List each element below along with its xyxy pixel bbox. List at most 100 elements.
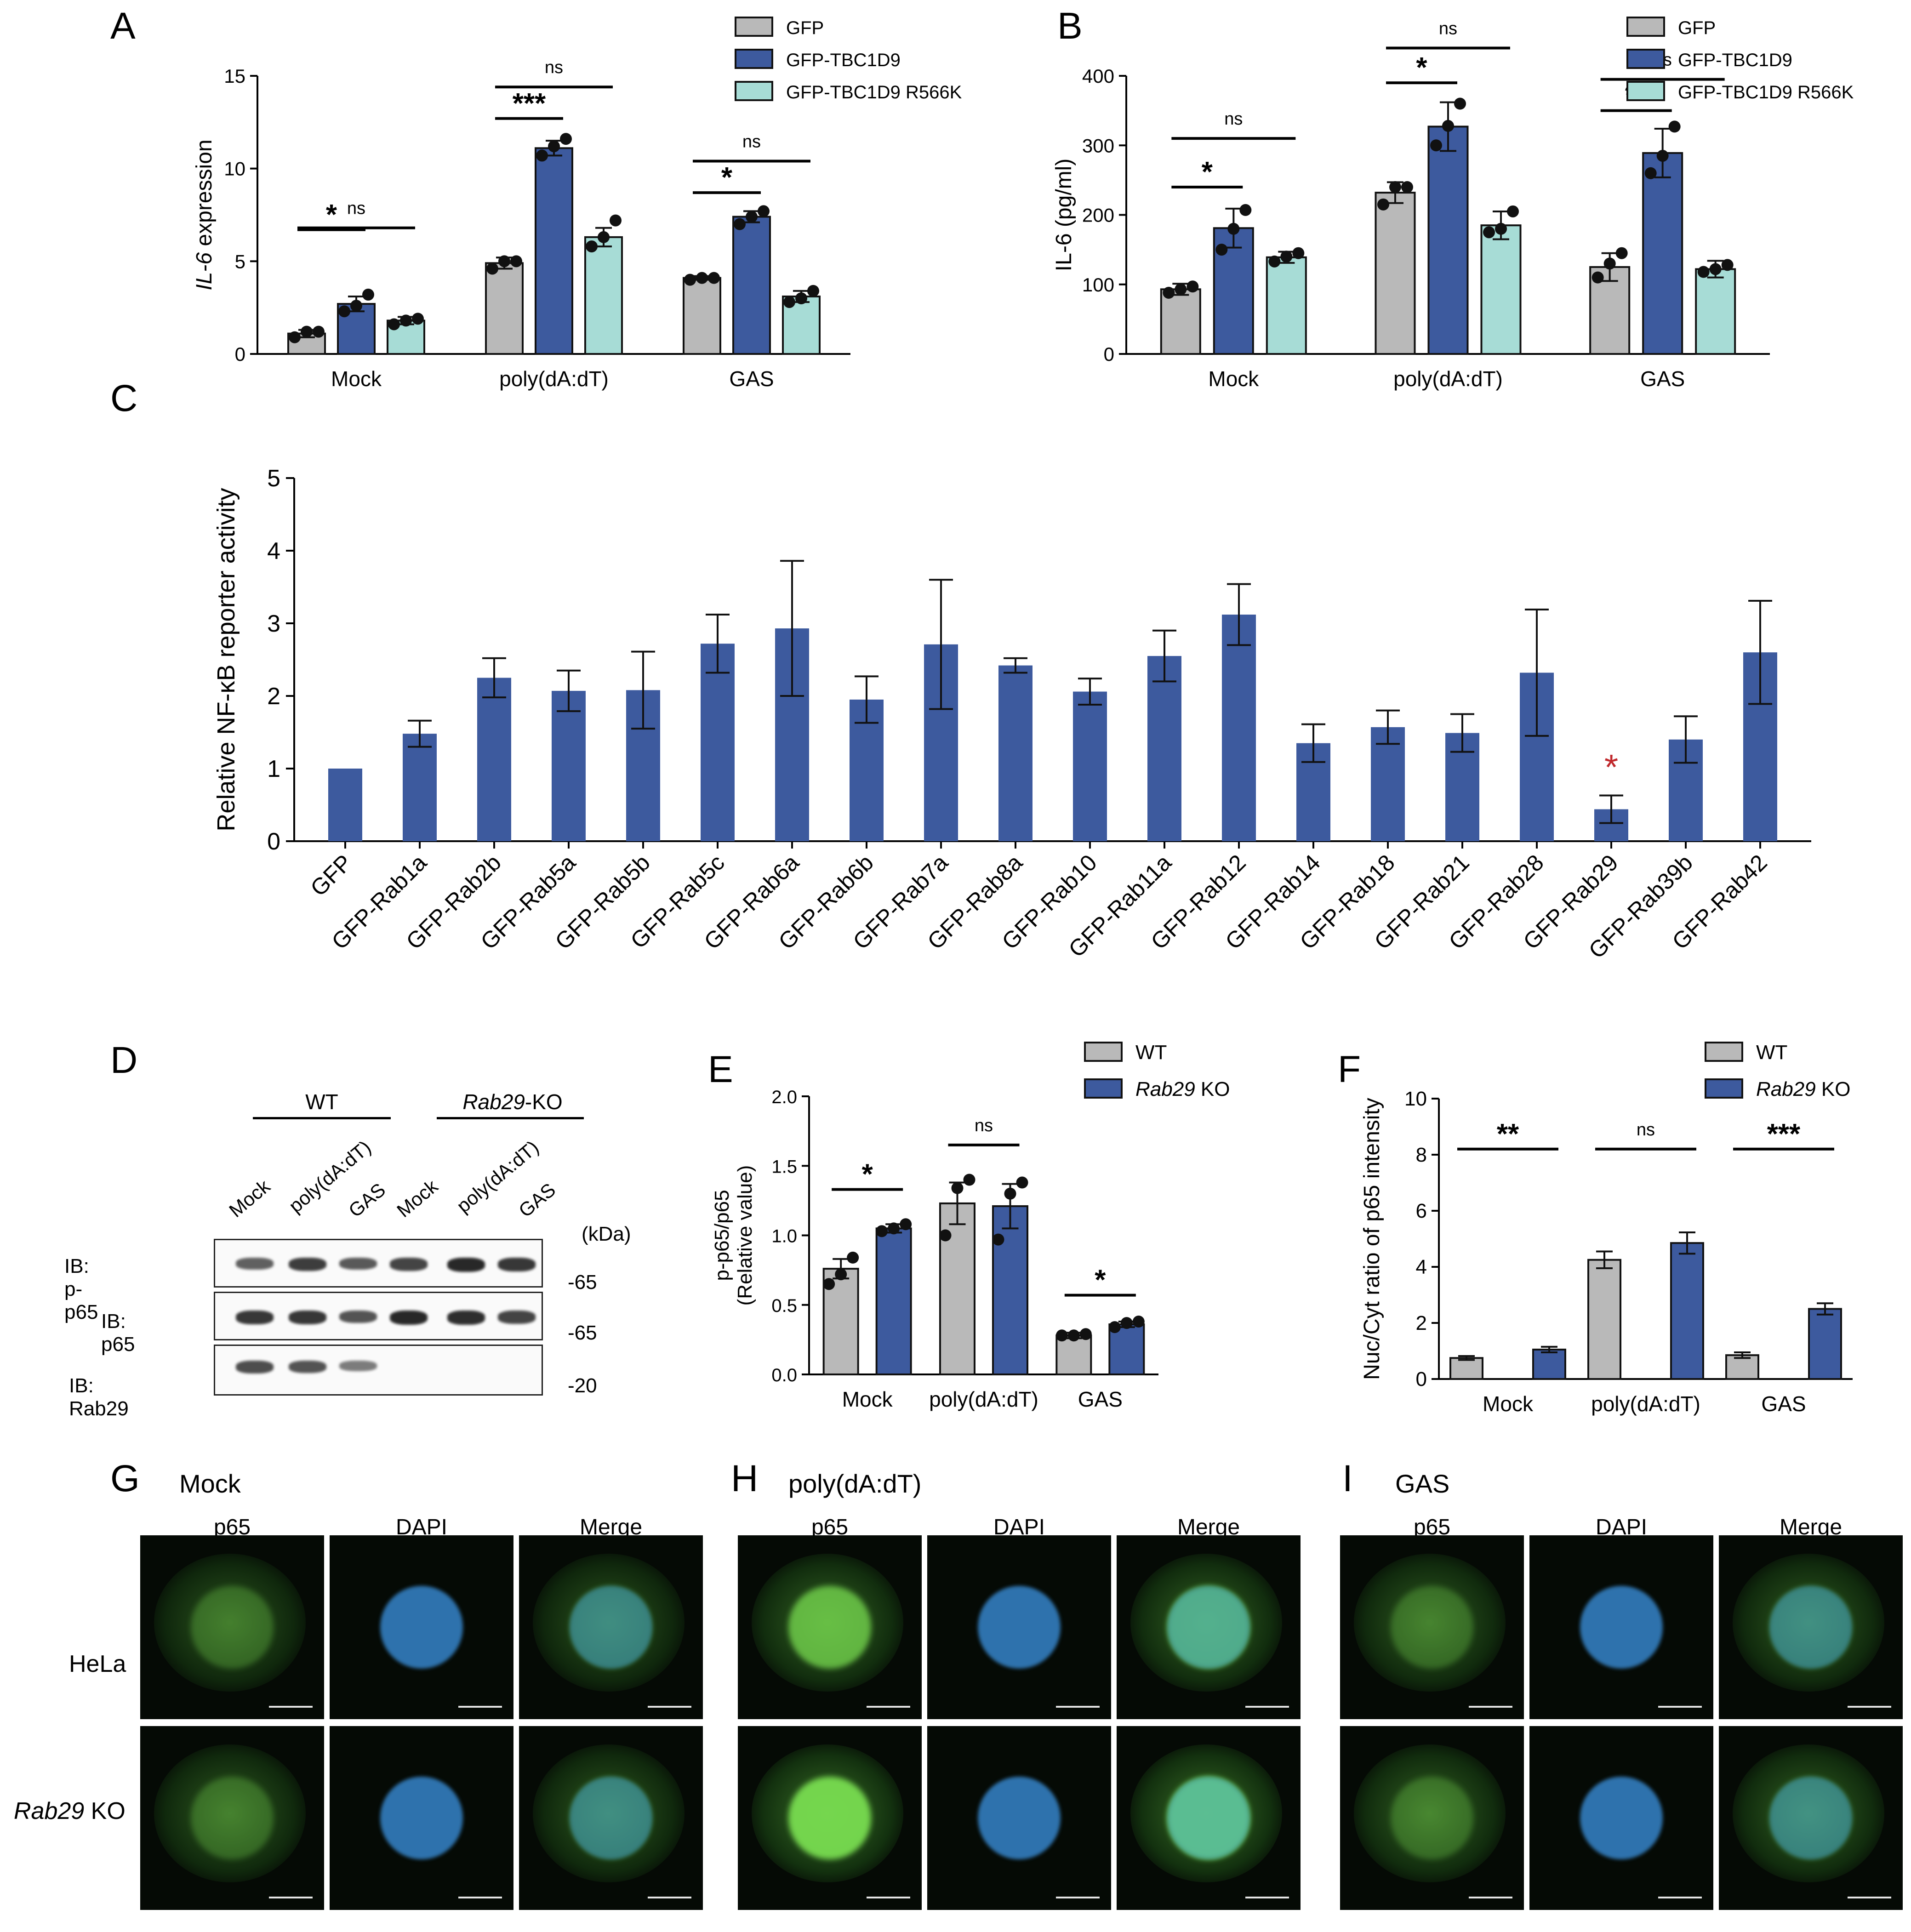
scale-bar bbox=[1245, 1706, 1289, 1708]
nucleus-green bbox=[1769, 1777, 1852, 1859]
bar bbox=[1371, 727, 1405, 841]
legend-label: GFP-TBC1D9 bbox=[786, 50, 901, 70]
cell-shape bbox=[533, 1554, 685, 1692]
x-tick-label: GAS bbox=[1640, 367, 1685, 391]
bar bbox=[1073, 691, 1107, 841]
scale-bar bbox=[867, 1706, 910, 1708]
y-tick-label: 2 bbox=[1416, 1312, 1427, 1334]
data-point bbox=[1108, 1321, 1121, 1334]
wb-size-p65: -65 bbox=[568, 1322, 597, 1344]
data-point bbox=[696, 272, 708, 284]
data-point bbox=[1401, 181, 1413, 193]
nucleus-green bbox=[1167, 1777, 1250, 1859]
panel-i-title: GAS bbox=[1395, 1469, 1450, 1498]
data-point bbox=[807, 285, 819, 297]
data-point bbox=[835, 1268, 847, 1281]
wb-lane-6: GAS bbox=[514, 1179, 560, 1222]
micrograph-dapi bbox=[330, 1535, 513, 1719]
data-point bbox=[313, 325, 325, 338]
cell-shape bbox=[154, 1744, 306, 1882]
micrograph-dapi bbox=[1529, 1535, 1713, 1719]
data-point bbox=[400, 314, 412, 327]
wb-band bbox=[498, 1258, 536, 1271]
scale-bar bbox=[1469, 1897, 1512, 1898]
micrograph-merge bbox=[1719, 1535, 1903, 1719]
micrograph-p65 bbox=[140, 1726, 324, 1910]
bar bbox=[1532, 1348, 1566, 1380]
significance-label: ns bbox=[1637, 1120, 1655, 1140]
scale-bar bbox=[1848, 1897, 1891, 1898]
data-point bbox=[1163, 286, 1175, 299]
nucleus-dapi bbox=[1167, 1586, 1250, 1669]
legend-label: WT bbox=[1135, 1041, 1167, 1064]
data-point bbox=[536, 149, 548, 162]
wb-lane-4: Mock bbox=[393, 1175, 442, 1222]
wb-row-label-rab29: IB: Rab29 bbox=[69, 1374, 129, 1420]
nucleus-dapi bbox=[1769, 1777, 1852, 1859]
data-point bbox=[795, 292, 807, 304]
micrograph-merge bbox=[1117, 1535, 1301, 1719]
y-tick-label: 15 bbox=[224, 65, 245, 87]
y-tick-label: 1.0 bbox=[771, 1226, 797, 1247]
significance-label: * bbox=[721, 162, 733, 194]
data-point bbox=[684, 274, 696, 286]
data-point bbox=[338, 305, 350, 318]
wb-band bbox=[339, 1258, 377, 1270]
significance-label: *** bbox=[513, 88, 546, 120]
micrograph-dapi bbox=[330, 1726, 513, 1910]
scale-bar bbox=[269, 1897, 313, 1898]
significance-label: * bbox=[1095, 1265, 1106, 1296]
data-point bbox=[498, 255, 510, 268]
data-point bbox=[1697, 266, 1710, 278]
y-tick-label: 3 bbox=[267, 610, 280, 637]
bar bbox=[1670, 1242, 1704, 1380]
data-point bbox=[1268, 255, 1281, 268]
significance-label: ns bbox=[1224, 109, 1243, 129]
bar bbox=[732, 216, 771, 355]
y-tick-label: 2 bbox=[267, 683, 280, 710]
data-point bbox=[548, 140, 560, 153]
bar bbox=[1480, 224, 1522, 355]
wb-group-ko: Rab29-KO bbox=[462, 1090, 563, 1114]
bar bbox=[584, 236, 623, 355]
y-tick-label: 1.5 bbox=[771, 1157, 797, 1177]
bar bbox=[1725, 1354, 1759, 1380]
data-point bbox=[412, 313, 424, 325]
data-point bbox=[560, 133, 572, 145]
data-point bbox=[939, 1229, 952, 1242]
legend-label: GFP-TBC1D9 bbox=[1678, 50, 1792, 70]
data-point bbox=[888, 1222, 900, 1235]
x-tick-label: GAS bbox=[1761, 1392, 1806, 1416]
scale-bar bbox=[648, 1706, 691, 1708]
data-point bbox=[963, 1174, 975, 1186]
data-point bbox=[1215, 244, 1228, 256]
y-tick-label: 300 bbox=[1082, 135, 1114, 156]
data-point bbox=[1016, 1176, 1028, 1189]
data-point bbox=[1430, 139, 1442, 152]
data-point bbox=[1668, 120, 1681, 133]
data-point bbox=[1239, 204, 1252, 216]
data-point bbox=[1079, 1328, 1092, 1340]
bar bbox=[1375, 192, 1416, 355]
data-point bbox=[1483, 226, 1495, 239]
data-point bbox=[1227, 222, 1240, 235]
bar bbox=[1449, 1357, 1483, 1380]
data-point bbox=[1292, 247, 1305, 259]
bar bbox=[992, 1205, 1028, 1375]
panel-label-e: E bbox=[708, 1049, 733, 1090]
wb-row-label-pp65: IB: p-p65 bbox=[64, 1255, 98, 1323]
nucleus-dapi bbox=[570, 1586, 652, 1669]
data-point bbox=[823, 1278, 835, 1290]
y-tick-label: 200 bbox=[1082, 205, 1114, 226]
panel-label-g: G bbox=[110, 1458, 140, 1499]
data-point bbox=[1644, 167, 1657, 179]
wb-blot-rab29 bbox=[214, 1345, 543, 1396]
panel-label-f: F bbox=[1338, 1049, 1361, 1090]
micrograph-p65 bbox=[738, 1535, 922, 1719]
data-point bbox=[598, 231, 610, 243]
data-point bbox=[876, 1225, 888, 1237]
legend-label: Rab29 KO bbox=[1756, 1078, 1850, 1100]
nucleus-green bbox=[1769, 1586, 1852, 1669]
nucleus-dapi bbox=[1769, 1586, 1852, 1669]
bar bbox=[1695, 268, 1736, 355]
